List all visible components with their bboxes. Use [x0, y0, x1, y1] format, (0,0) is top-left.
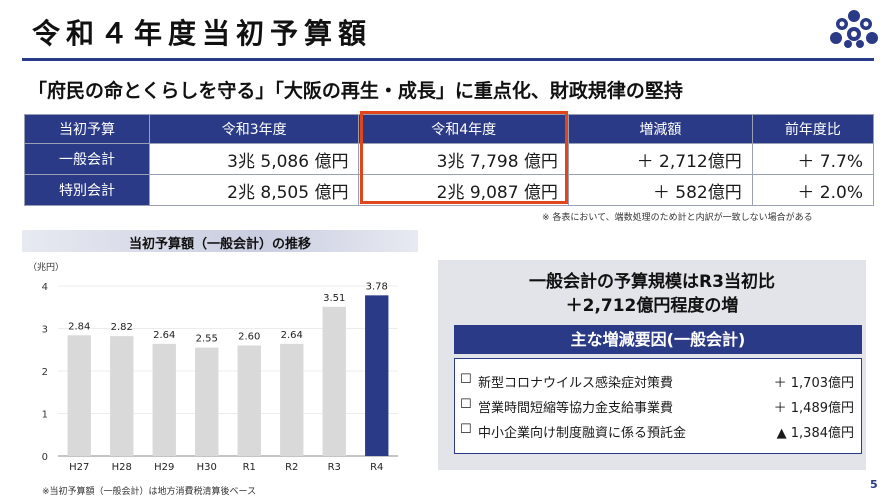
summary-line-2: ＋2,712億円程度の増: [565, 296, 739, 316]
r3-value: 3兆 5,086 億円: [148, 143, 360, 175]
bar-H29: [152, 343, 176, 456]
column-header: 令和3年度: [148, 114, 360, 144]
x-tick-label: H30: [197, 462, 217, 473]
column-header: 令和4年度: [358, 114, 569, 144]
factor-item: ☐ 新型コロナウイルス感染症対策費 ＋ 1,703億円: [454, 372, 862, 394]
bar-value-label: 2.64: [281, 330, 303, 341]
column-header: 増減額: [567, 114, 753, 144]
factor-item: ☐ 中小企業向け制度融資に係る預託金 ▲ 1,384億円: [454, 422, 862, 444]
table-row: 特別会計 2兆 8,505 億円 2兆 9,087 億円 ＋ 582億円 ＋ 2…: [24, 174, 875, 206]
checkbox-icon: ☐: [460, 422, 472, 437]
y-tick-label: 2: [42, 367, 48, 378]
x-tick-label: H28: [112, 462, 132, 473]
budget-table: 当初予算 令和3年度 令和4年度 増減額 前年度比 一般会計 3兆 5,086 …: [24, 114, 875, 206]
ratio-value: ＋ 7.7%: [751, 143, 875, 175]
summary-headline: 一般会計の予算規模はR3当初比 ＋2,712億円程度の増: [438, 270, 866, 318]
column-header: 前年度比: [751, 114, 875, 144]
x-tick-label: R1: [243, 462, 256, 473]
row-label: 一般会計: [24, 143, 150, 175]
osaka-prefecture-logo: [830, 10, 878, 48]
y-axis-unit-label: （兆円）: [28, 262, 64, 273]
x-tick-label: H29: [154, 462, 174, 473]
row-label: 特別会計: [24, 174, 150, 206]
page-number: 5: [870, 478, 878, 491]
r4-highlight-frame: [360, 111, 568, 204]
bar-H27: [67, 335, 91, 456]
x-tick-label: R4: [370, 462, 383, 473]
factors-title: 主な増減要因(一般会計): [454, 325, 862, 354]
y-tick-label: 4: [42, 282, 48, 293]
subtitle: 「府民の命とくらしを守る」「大阪の再生・成長」に重点化、財政規律の堅持: [28, 80, 683, 102]
budget-bar-chart: （兆円） 0 1 2 3 4 2.84 H27 2.82 H28 2.64 H29 2.55 H30 2.6…: [28, 262, 398, 473]
y-tick-label: 1: [42, 410, 48, 421]
diff-value: ＋ 2,712億円: [567, 143, 753, 175]
x-tick-label: R3: [328, 462, 341, 473]
table-header-row: 当初予算 令和3年度 令和4年度 増減額 前年度比: [24, 114, 875, 144]
bar-H28: [110, 336, 134, 456]
factor-value: ＋ 1,703億円: [773, 376, 854, 391]
chart-title-band: [22, 230, 418, 252]
r4-value: 3兆 7,798 億円: [358, 143, 569, 175]
factor-label: 新型コロナウイルス感染症対策費: [478, 376, 674, 391]
factor-label: 営業時間短縮等協力金支給事業費: [478, 401, 674, 416]
factor-value: ＋ 1,489億円: [773, 401, 854, 416]
column-header: 当初予算: [24, 114, 150, 144]
x-tick-label: R2: [285, 462, 298, 473]
bar-R2: [280, 343, 304, 456]
factor-item: ☐ 営業時間短縮等協力金支給事業費 ＋ 1,489億円: [454, 397, 862, 419]
summary-line-1: 一般会計の予算規模はR3当初比: [529, 272, 775, 292]
factor-label: 中小企業向け制度融資に係る預託金: [478, 426, 687, 441]
ratio-value: ＋ 2.0%: [751, 174, 875, 206]
bar-R1: [237, 345, 261, 456]
y-tick-label: 0: [42, 452, 48, 463]
table-note: ※ 各表において、端数処理のため計と内訳が一致しない場合がある: [542, 213, 813, 223]
bar-value-label: 3.51: [323, 293, 345, 304]
bar-value-label: 2.64: [153, 330, 175, 341]
factor-value: ▲ 1,384億円: [776, 426, 854, 441]
bar-R4: [365, 295, 389, 456]
checkbox-icon: ☐: [460, 397, 472, 412]
bar-value-label: 2.55: [196, 334, 218, 345]
chart-title: 当初予算額（一般会計）の推移: [128, 237, 311, 252]
diff-value: ＋ 582億円: [567, 174, 753, 206]
r3-value: 2兆 8,505 億円: [148, 174, 360, 206]
bar-value-label: 2.82: [111, 322, 133, 333]
title-underline: [22, 58, 874, 61]
y-tick-label: 3: [42, 325, 48, 336]
table-row: 一般会計 3兆 5,086 億円 3兆 7,798 億円 ＋ 2,712億円 ＋…: [24, 143, 875, 175]
chart-note: ※当初予算額（一般会計）は地方消費税清算後ベース: [42, 487, 257, 497]
bar-H30: [195, 347, 219, 456]
bar-value-label: 2.60: [238, 332, 260, 343]
page-title: 令和４年度当初予算額: [32, 17, 373, 50]
checkbox-icon: ☐: [460, 372, 472, 387]
factors-box: [454, 358, 862, 454]
x-tick-label: H27: [69, 462, 89, 473]
bar-value-label: 3.78: [366, 281, 388, 292]
bar-R3: [322, 306, 346, 456]
bar-value-label: 2.84: [68, 321, 90, 332]
r4-value: 2兆 9,087 億円: [358, 174, 569, 206]
